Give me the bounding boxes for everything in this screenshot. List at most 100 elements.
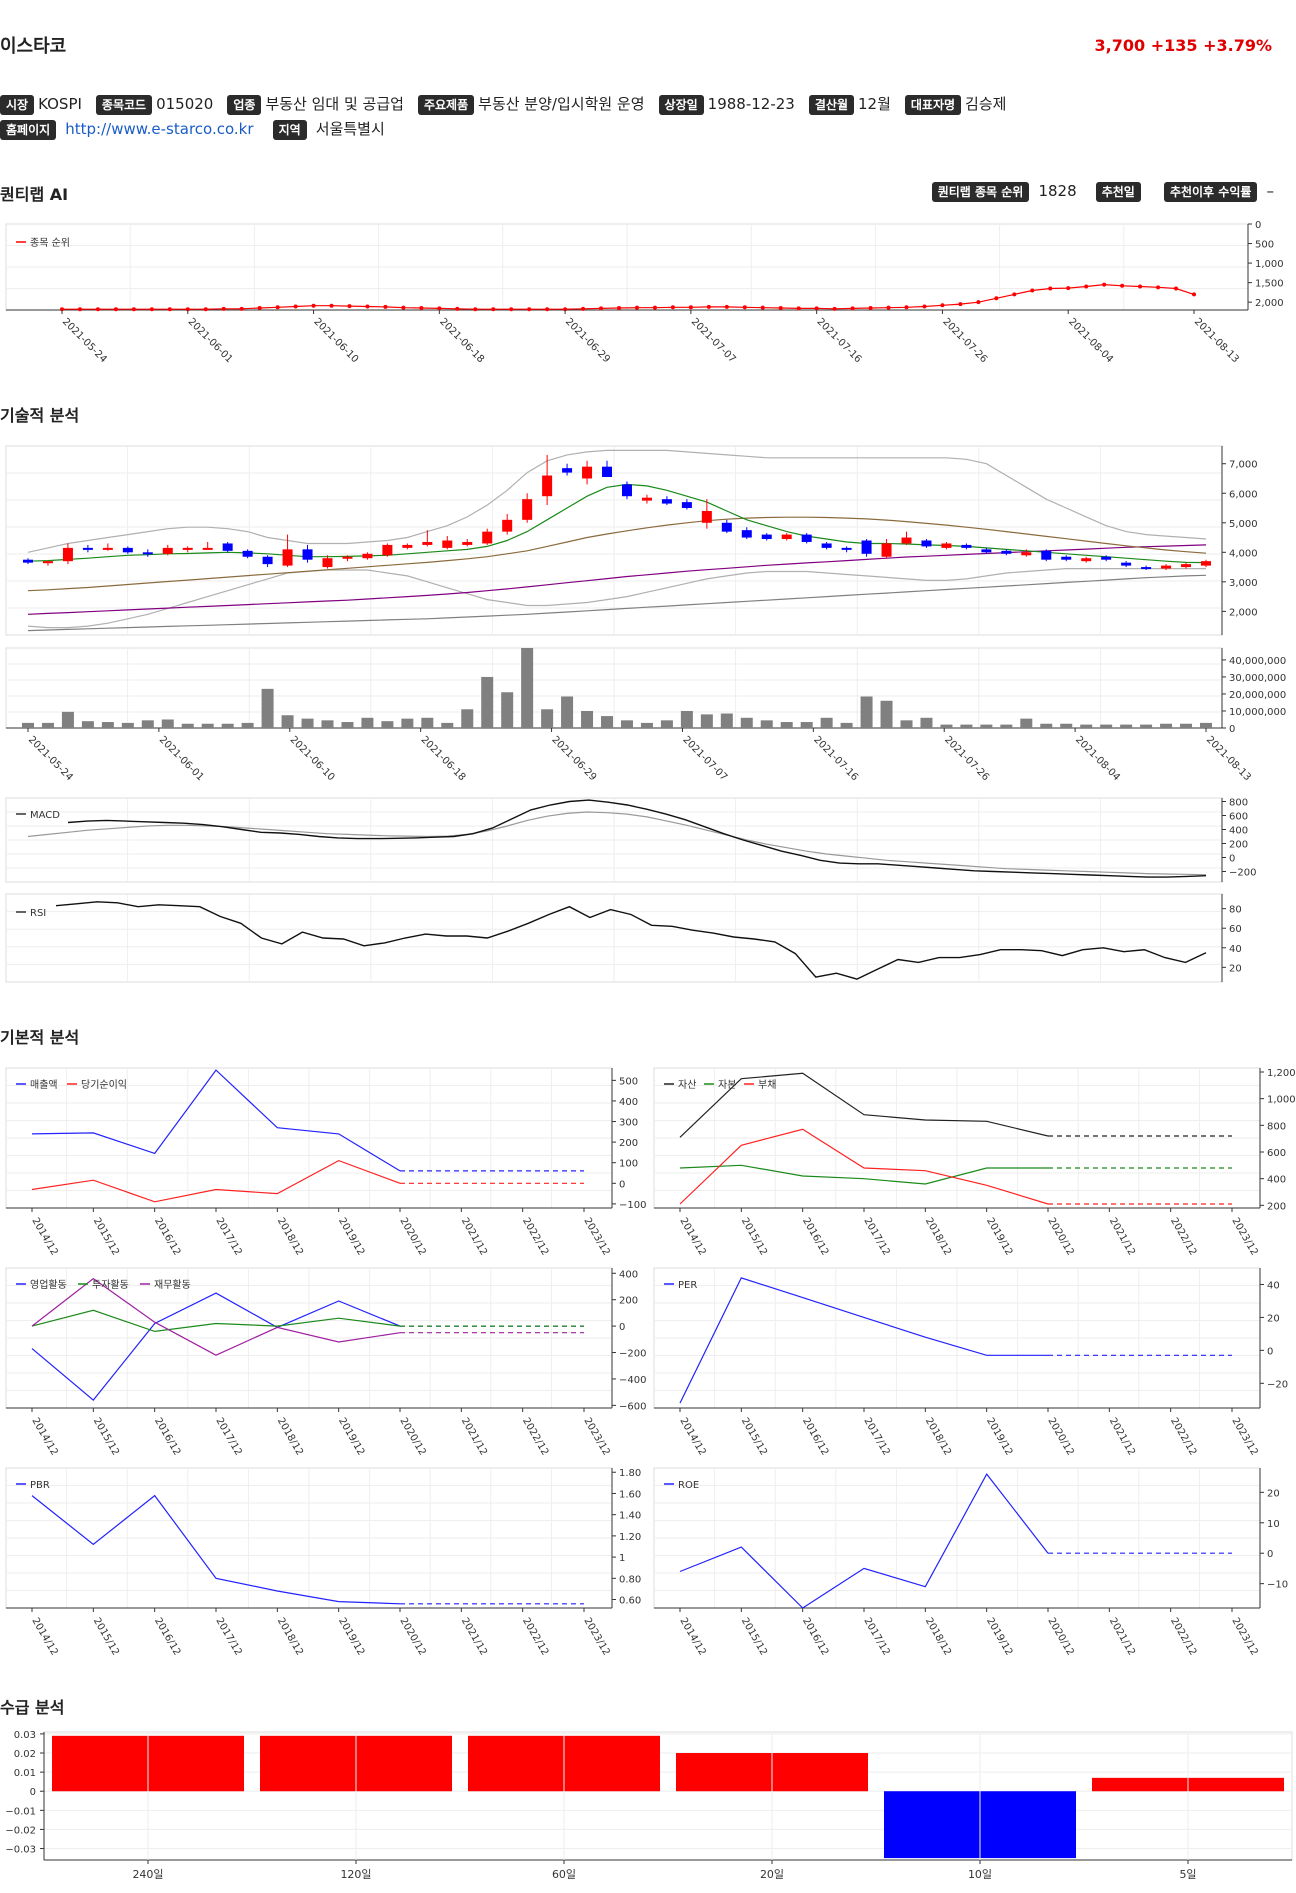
candle-body: [1201, 561, 1211, 566]
y-tick-label: 600: [1229, 812, 1248, 823]
volume-bar: [121, 722, 134, 728]
candle-body: [23, 559, 33, 563]
rank-point: [491, 307, 496, 312]
volume-bar: [321, 720, 334, 728]
y-tick-label: 500: [619, 1076, 638, 1087]
series-line: [31, 1292, 401, 1401]
rank-point: [617, 306, 622, 311]
info-value: 015020: [156, 95, 214, 113]
section-title-supply: 수급 분석: [0, 1698, 65, 1717]
candle-body: [602, 466, 613, 478]
y-tick-label: 0: [1229, 854, 1235, 865]
legend-label: 부채: [758, 1079, 776, 1091]
info-row-1: 시장 KOSPI 종목코드 015020 업종 부동산 임대 및 공급업 주요제품 부동산 분…: [0, 93, 1020, 115]
y-tick-label: 0.60: [619, 1596, 641, 1607]
macd-chart: 800 600 400 200 0 −200 MACD: [5, 797, 1256, 883]
y-tick-label: 40: [1229, 944, 1242, 955]
ma_year-line: [27, 574, 1207, 632]
x-tick-label: 2021-06-29: [563, 316, 612, 365]
volume-bar: [700, 714, 713, 728]
volume-bar: [1200, 722, 1212, 728]
candle-body: [741, 530, 752, 538]
x-tick-label: 2022/12: [1168, 1216, 1198, 1257]
x-tick-label: 2021-08-13: [1204, 734, 1253, 783]
y-tick-label: 7,000: [1229, 460, 1258, 471]
rank-point: [886, 305, 891, 310]
candle-body: [182, 547, 193, 550]
x-tick-label: 2023/12: [1229, 1616, 1259, 1657]
x-tick-label: 2019/12: [984, 1216, 1014, 1257]
info-tag: 종목코드: [95, 95, 153, 115]
x-tick-label: 2022/12: [1168, 1416, 1198, 1457]
y-tick-label: 400: [1229, 826, 1248, 837]
x-tick-label: 2018/12: [923, 1416, 953, 1457]
y-tick-label: −0.01: [5, 1806, 36, 1817]
x-tick-label: 2020/12: [1045, 1416, 1075, 1457]
rsi-chart: 80 60 40 20 RSI: [5, 893, 1242, 983]
legend-label: 종목 순위: [30, 236, 70, 249]
rank-point: [1066, 286, 1071, 291]
ma_short-line: [27, 483, 1207, 564]
x-tick-label: 2022/12: [1168, 1616, 1198, 1657]
y-tick-label: 1.40: [619, 1511, 641, 1522]
region-value: 서울특별시: [315, 120, 385, 138]
rank-point: [688, 305, 693, 310]
candlestick-chart: 2,000 3,000 4,000 5,000 6,000 7,000: [5, 445, 1258, 636]
info-value: 1988-12-23: [707, 95, 795, 113]
y-tick-label: −0.03: [5, 1845, 36, 1856]
y-tick-label: 400: [619, 1097, 638, 1108]
series-line: [679, 1473, 1049, 1609]
section-title-technical: 기술적 분석: [0, 406, 80, 425]
info-tag: 주요제품: [417, 95, 475, 115]
x-tick-label: 2022/12: [520, 1216, 550, 1257]
x-tick-label: 2022/12: [520, 1616, 550, 1657]
candle-body: [42, 561, 53, 564]
volume-bar: [241, 722, 254, 728]
info-row-2: 홈페이지 http://www.e-starco.co.kr 지역 서울특별시: [0, 118, 399, 140]
rank-point: [77, 307, 82, 312]
ai-summary: 퀀티랩 종목 순위 1828 추천일 추천이후 수익률 –: [931, 181, 1274, 202]
x-tick-label: 20일: [760, 1867, 784, 1881]
rank-point: [760, 305, 765, 310]
rank-value: 1828: [1038, 182, 1077, 200]
volume-bar: [940, 724, 953, 728]
volume-bar: [501, 692, 514, 728]
candle-body: [981, 549, 992, 553]
candle-body: [1081, 558, 1092, 562]
candle-body: [342, 556, 353, 559]
x-tick-label: 2023/12: [1229, 1416, 1259, 1457]
x-tick-label: 2014/12: [29, 1616, 59, 1657]
series-line: [679, 1072, 1049, 1138]
x-tick-label: 2016/12: [800, 1616, 830, 1657]
candle-body: [901, 537, 912, 544]
volume-bar: [341, 722, 354, 728]
y-tick-label: 40,000,000: [1229, 656, 1286, 667]
rank-point: [742, 305, 747, 310]
volume-bar: [161, 719, 174, 728]
legend-label: PBR: [30, 1480, 50, 1491]
candle-body: [881, 543, 892, 557]
x-tick-label: 2021-06-01: [157, 734, 206, 783]
y-tick-label: 20: [1267, 1488, 1280, 1499]
region-tag: 지역: [272, 120, 307, 140]
y-tick-label: 0.03: [14, 1730, 36, 1741]
y-tick-label: 0: [1255, 220, 1261, 231]
rank-point: [149, 307, 154, 312]
y-tick-label: 20,000,000: [1229, 690, 1286, 701]
x-tick-label: 2021-08-13: [1192, 316, 1241, 365]
candle-body: [921, 540, 932, 547]
candle-body: [1021, 552, 1032, 556]
macd-line: [67, 799, 1207, 878]
rank-point: [904, 305, 909, 310]
homepage-link[interactable]: http://www.e-starco.co.kr: [65, 120, 254, 138]
series-line: [679, 1164, 1048, 1185]
rank-point: [940, 303, 945, 308]
x-tick-label: 2020/12: [1045, 1216, 1075, 1257]
rank-point: [473, 307, 478, 312]
candle-body: [462, 541, 473, 545]
rsi-line: [55, 901, 1207, 980]
cashflow-chart: 400 200 0 −200 −400 −600 영업활동 투자활동 재무활동 2014/12 20…: [5, 1267, 646, 1457]
candle-body: [841, 547, 852, 550]
volume-bar: [141, 720, 154, 728]
x-tick-label: 2016/12: [152, 1216, 182, 1257]
